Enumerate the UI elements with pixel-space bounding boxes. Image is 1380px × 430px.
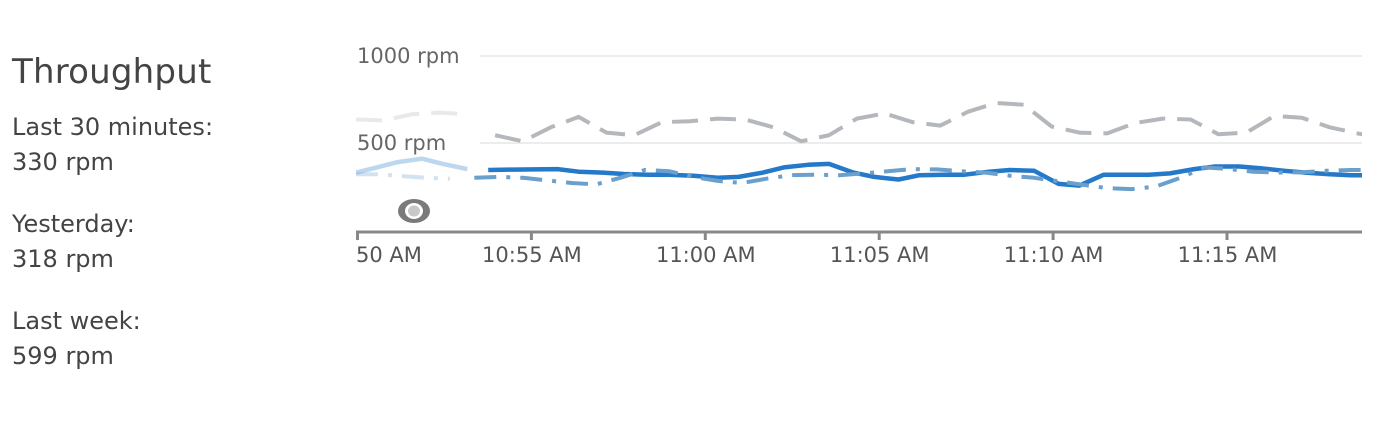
- throughput-panel: Throughput Last 30 minutes: 330 rpm Yest…: [12, 52, 332, 401]
- stat-yesterday: Yesterday: 318 rpm: [12, 207, 332, 277]
- x-tick-label: 11:10 AM: [1004, 243, 1104, 267]
- series-line-last_week: [494, 101, 1362, 144]
- time-window-handle-icon[interactable]: [398, 199, 430, 223]
- series-line-current: [488, 161, 1362, 188]
- series-layer: [356, 101, 1362, 192]
- stat-label: Last 30 minutes:: [12, 113, 214, 141]
- stat-last-30-minutes: Last 30 minutes: 330 rpm: [12, 110, 332, 180]
- stat-last-week: Last week: 599 rpm: [12, 304, 332, 374]
- stat-label: Yesterday:: [12, 210, 135, 238]
- series-line-yesterday-faded: [356, 172, 450, 181]
- series-line-current-faded: [356, 156, 468, 175]
- series-line-last_week-faded: [356, 110, 468, 123]
- x-axis: 50 AM 10:55 AM 11:00 AM 11:05 AM 11:10 AM 11:…: [356, 230, 1362, 267]
- x-tick-label: 11:15 AM: [1178, 243, 1278, 267]
- x-tick-label: 50 AM: [356, 243, 422, 267]
- panel-title: Throughput: [12, 52, 212, 92]
- grid-layer: 500 rpm 1000 rpm: [357, 44, 1362, 155]
- y-tick-label: 1000 rpm: [357, 44, 460, 68]
- y-tick-label: 500 rpm: [357, 131, 446, 155]
- stat-label: Last week:: [12, 307, 141, 335]
- stat-value: 599 rpm: [12, 342, 114, 370]
- stat-value: 318 rpm: [12, 245, 114, 273]
- series-line-yesterday: [474, 165, 1362, 192]
- x-tick-label: 11:05 AM: [830, 243, 930, 267]
- x-tick-label: 11:00 AM: [656, 243, 756, 267]
- x-tick-label: 10:55 AM: [482, 243, 582, 267]
- stat-value: 330 rpm: [12, 148, 114, 176]
- marker-layer: [398, 199, 430, 223]
